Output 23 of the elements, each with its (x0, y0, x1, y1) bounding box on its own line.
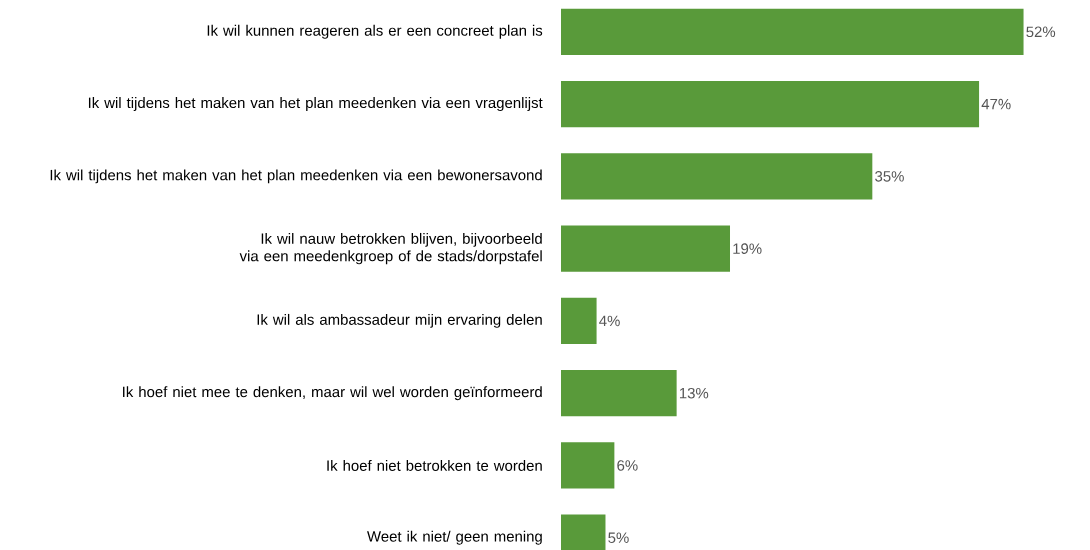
y-tick-label: Ik hoef niet betrokken te worden (327, 459, 542, 471)
y-tick-label: Ik wil tijdens het maken van het plan meedenken via een vragenlijst (88, 97, 543, 112)
bar (561, 370, 677, 417)
data-label: 35% (875, 171, 904, 182)
y-tick-label: Ik hoef niet mee te denken, maar wil wel worden geïnformeerd (123, 386, 542, 401)
data-label: 19% (733, 243, 762, 254)
y-tick-label: Ik wil kunnen reageren als er een concreet plan is (207, 24, 543, 39)
bar (561, 442, 615, 489)
data-label: 52% (1026, 26, 1056, 38)
y-tick-label: Ik wil tijdens het maken van het plan meedenken via een bewonersavond (50, 169, 542, 184)
bar (561, 153, 873, 200)
y-tick-label: Ik wil als ambassadeur mijn ervaring delen (257, 313, 542, 328)
bar (561, 297, 597, 345)
bar (561, 80, 980, 128)
bar (561, 225, 730, 272)
data-label: 13% (679, 387, 709, 399)
data-label: 6% (617, 460, 638, 471)
data-label: 5% (608, 532, 629, 543)
data-label: 4% (599, 315, 620, 327)
y-tick-label: Ik wil nauw betrokken blijven, bijvoorbeeld via een meedenkgroep of de stads/dorpstafel (239, 232, 542, 265)
data-label: 47% (981, 98, 1011, 110)
bar (561, 8, 1024, 55)
y-tick-label: Weet ik niet/ geen mening (367, 530, 542, 545)
